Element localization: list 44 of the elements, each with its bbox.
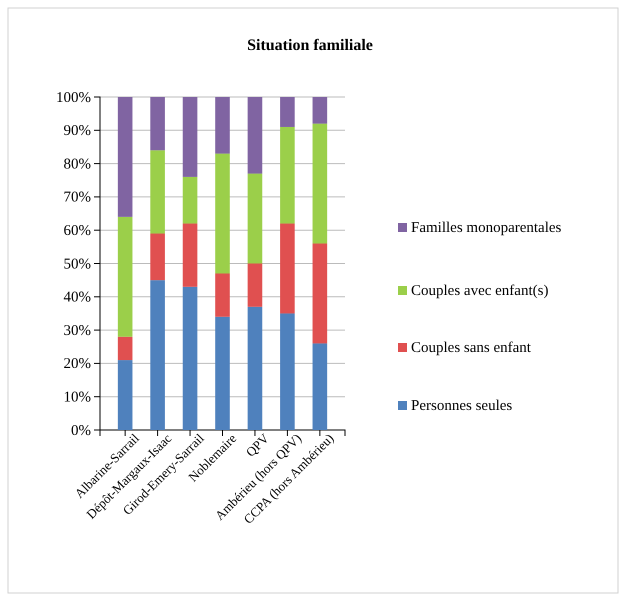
bar: [182, 97, 198, 177]
bar: [215, 97, 230, 154]
legend-label: Familles monoparentales: [411, 220, 562, 236]
bar: [215, 154, 230, 274]
bar: [280, 313, 295, 430]
bar: [150, 97, 165, 150]
y-tick-label: 30%: [64, 322, 91, 339]
y-tick-label: 80%: [64, 156, 91, 172]
y-tick-label: 90%: [64, 123, 91, 140]
bar: [150, 234, 165, 280]
y-tick-label: 100%: [56, 90, 91, 106]
legend-label: Couples sans enfant: [411, 340, 532, 356]
y-tick-label: 60%: [64, 223, 91, 239]
bar: [182, 224, 198, 287]
legend-label: Couples avec enfant(s): [411, 283, 548, 299]
legend-label: Personnes seules: [411, 398, 512, 414]
bar: [248, 306, 262, 430]
bar: [150, 280, 165, 430]
bar: [280, 97, 295, 127]
bar: [312, 244, 328, 344]
y-tick-label: 20%: [64, 356, 91, 372]
y-tick-label: 40%: [64, 290, 91, 306]
y-tick-label: 10%: [64, 390, 91, 406]
bar: [280, 224, 295, 314]
bar: [182, 286, 198, 430]
bar: [215, 316, 230, 430]
bar: [312, 343, 328, 430]
bar: [118, 216, 132, 337]
bar: [215, 273, 230, 317]
bar: [118, 97, 132, 217]
bar: [150, 150, 165, 234]
bar: [182, 176, 198, 224]
y-tick-label: 0%: [71, 422, 91, 439]
chart-title: Situation familiale: [247, 37, 373, 54]
bar: [118, 336, 132, 360]
y-tick-label: 50%: [64, 256, 91, 272]
bar: [248, 264, 262, 307]
bar: [312, 124, 328, 244]
bar: [312, 97, 328, 124]
y-tick-label: 70%: [64, 190, 91, 206]
bar: [280, 126, 295, 224]
bar: [248, 97, 262, 174]
bar: [118, 360, 132, 430]
bar: [248, 174, 262, 264]
